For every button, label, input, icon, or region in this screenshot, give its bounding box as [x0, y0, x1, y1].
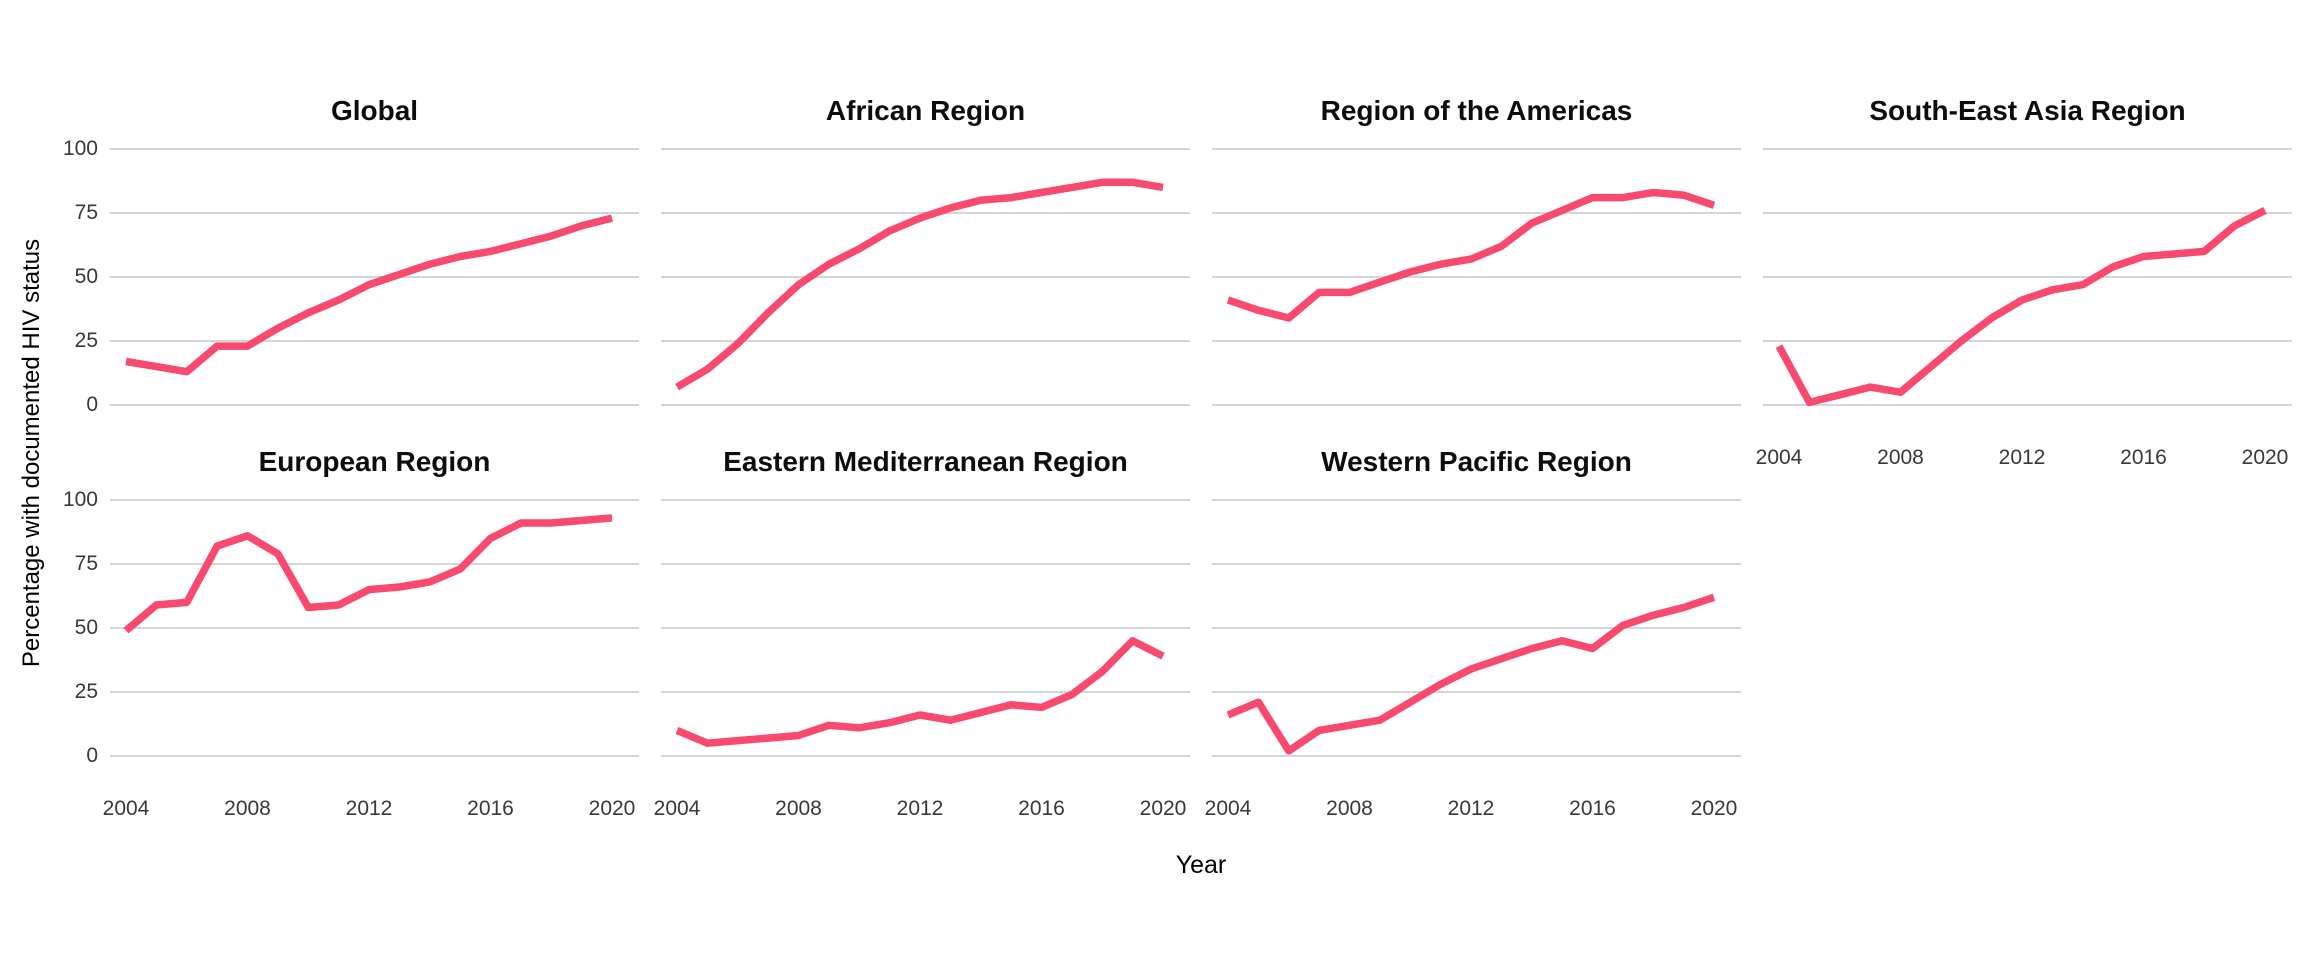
x-axis-ticks: 2004 2008 2012 2016 2020 [103, 771, 639, 820]
x-axis-ticks: 2004 2008 2012 2016 2020 [1756, 420, 2292, 469]
trend-line [125, 214, 613, 376]
facet-panel [1763, 135, 2292, 420]
y-tick-label: 100 [62, 137, 98, 160]
facet-title: Eastern Mediterranean Region [723, 446, 1128, 477]
facet-title: European Region [258, 446, 491, 477]
x-tick-label: 2012 [1447, 797, 1495, 820]
x-tick-label: 2008 [1326, 797, 1373, 820]
trend-line [675, 637, 1165, 747]
y-tick-label: 75 [74, 201, 98, 224]
facet-panel [1212, 135, 1741, 420]
trend-line [1226, 188, 1716, 322]
chart-svg [661, 148, 1190, 406]
x-tick-label: 2012 [345, 797, 393, 820]
x-tick-label: 2008 [224, 797, 271, 820]
facet-panel [661, 486, 1190, 771]
chart-svg [661, 499, 1190, 757]
x-tick-label: 2016 [1569, 797, 1616, 820]
y-tick-label: 0 [86, 744, 98, 767]
facet-region-of-the-americas: Region of the Americas [1212, 86, 1741, 420]
x-tick-label: 2020 [2241, 446, 2289, 469]
x-tick-label: 2020 [1139, 797, 1187, 820]
x-tick-label: 2020 [588, 797, 636, 820]
facet-title: Western Pacific Region [1321, 446, 1632, 477]
facet-western-pacific-region: Western Pacific Region 2004 2008 2012 2016 2… [1205, 437, 1741, 820]
chart-svg [1763, 148, 2292, 407]
y-tick-label: 0 [86, 393, 98, 416]
x-tick-label: 2016 [2120, 446, 2167, 469]
facet-south-east-asia-region: South-East Asia Region 2004 2008 2012 2016 2… [1756, 86, 2292, 469]
facet-panel [110, 135, 639, 420]
x-tick-label: 2008 [1877, 446, 1924, 469]
x-tick-label: 2004 [1204, 797, 1252, 820]
facet-panel [1212, 486, 1741, 771]
facet-african-region: African Region [661, 86, 1190, 420]
chart-svg [1212, 148, 1741, 406]
x-tick-label: 2004 [653, 797, 701, 820]
facet-panel [661, 135, 1190, 420]
facet-title: South-East Asia Region [1869, 95, 2186, 126]
x-tick-label: 2016 [467, 797, 514, 820]
y-axis-ticks-row1: 100 75 50 25 0 [0, 135, 100, 420]
y-tick-label: 100 [62, 488, 98, 511]
x-tick-label: 2012 [1998, 446, 2046, 469]
facet-european-region: European Region 2004 2008 2012 2016 2020 [103, 437, 639, 820]
facet-title: African Region [825, 95, 1026, 126]
x-tick-label: 2004 [1755, 446, 1803, 469]
trend-line [123, 514, 613, 634]
y-tick-label: 50 [74, 616, 98, 639]
facet-eastern-mediterranean-region: Eastern Mediterranean Region 2004 2008 201… [654, 437, 1190, 820]
chart-svg [110, 499, 639, 757]
facet-title: Region of the Americas [1320, 95, 1633, 126]
x-tick-label: 2008 [775, 797, 822, 820]
trend-line [1226, 593, 1716, 755]
facet-title: Global [330, 95, 419, 126]
y-tick-label: 75 [74, 552, 98, 575]
y-axis-ticks-row2: 100 75 50 25 0 [0, 486, 100, 771]
x-tick-label: 2012 [896, 797, 944, 820]
chart-svg [1212, 499, 1741, 757]
x-tick-label: 2020 [1690, 797, 1738, 820]
x-tick-label: 2004 [102, 797, 150, 820]
y-tick-label: 25 [74, 329, 98, 352]
y-tick-label: 50 [74, 265, 98, 288]
x-tick-label: 2016 [1018, 797, 1065, 820]
x-axis-ticks: 2004 2008 2012 2016 2020 [654, 771, 1190, 820]
trend-line [675, 178, 1164, 391]
facet-panel [110, 486, 639, 771]
facet-global: Global [110, 86, 639, 420]
chart-svg [110, 148, 639, 406]
y-tick-label: 25 [74, 680, 98, 703]
trend-line [1775, 207, 2267, 407]
x-axis-ticks: 2004 2008 2012 2016 2020 [1205, 771, 1741, 820]
x-axis-title: Year [1175, 851, 1227, 879]
